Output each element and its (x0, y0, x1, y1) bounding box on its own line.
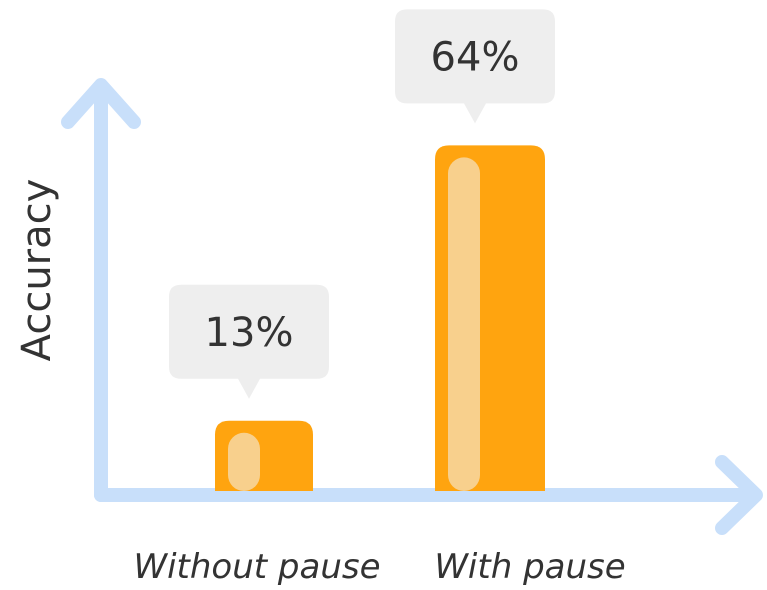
data-label-without-pause: 13% (205, 310, 294, 356)
bar-group-with-pause (435, 145, 545, 491)
bar-highlight-without-pause (228, 432, 260, 491)
callout-without-pause: 13% (169, 284, 329, 399)
axes (61, 78, 763, 535)
y-axis-arrowhead (61, 78, 141, 129)
x-tick-label-without-pause: Without pause (133, 547, 380, 587)
x-tick-label-with-pause: With pause (434, 547, 625, 587)
x-axis-arrowhead (715, 455, 763, 535)
bar-group-without-pause (215, 420, 313, 491)
callout-bubble (169, 284, 329, 399)
bar-highlight-with-pause (448, 157, 480, 491)
callout-with-pause: 64% (395, 9, 555, 124)
callout-bubble (395, 9, 555, 124)
y-axis-label: Accuracy (14, 179, 60, 362)
bars (215, 145, 545, 491)
data-label-with-pause: 64% (431, 34, 520, 80)
